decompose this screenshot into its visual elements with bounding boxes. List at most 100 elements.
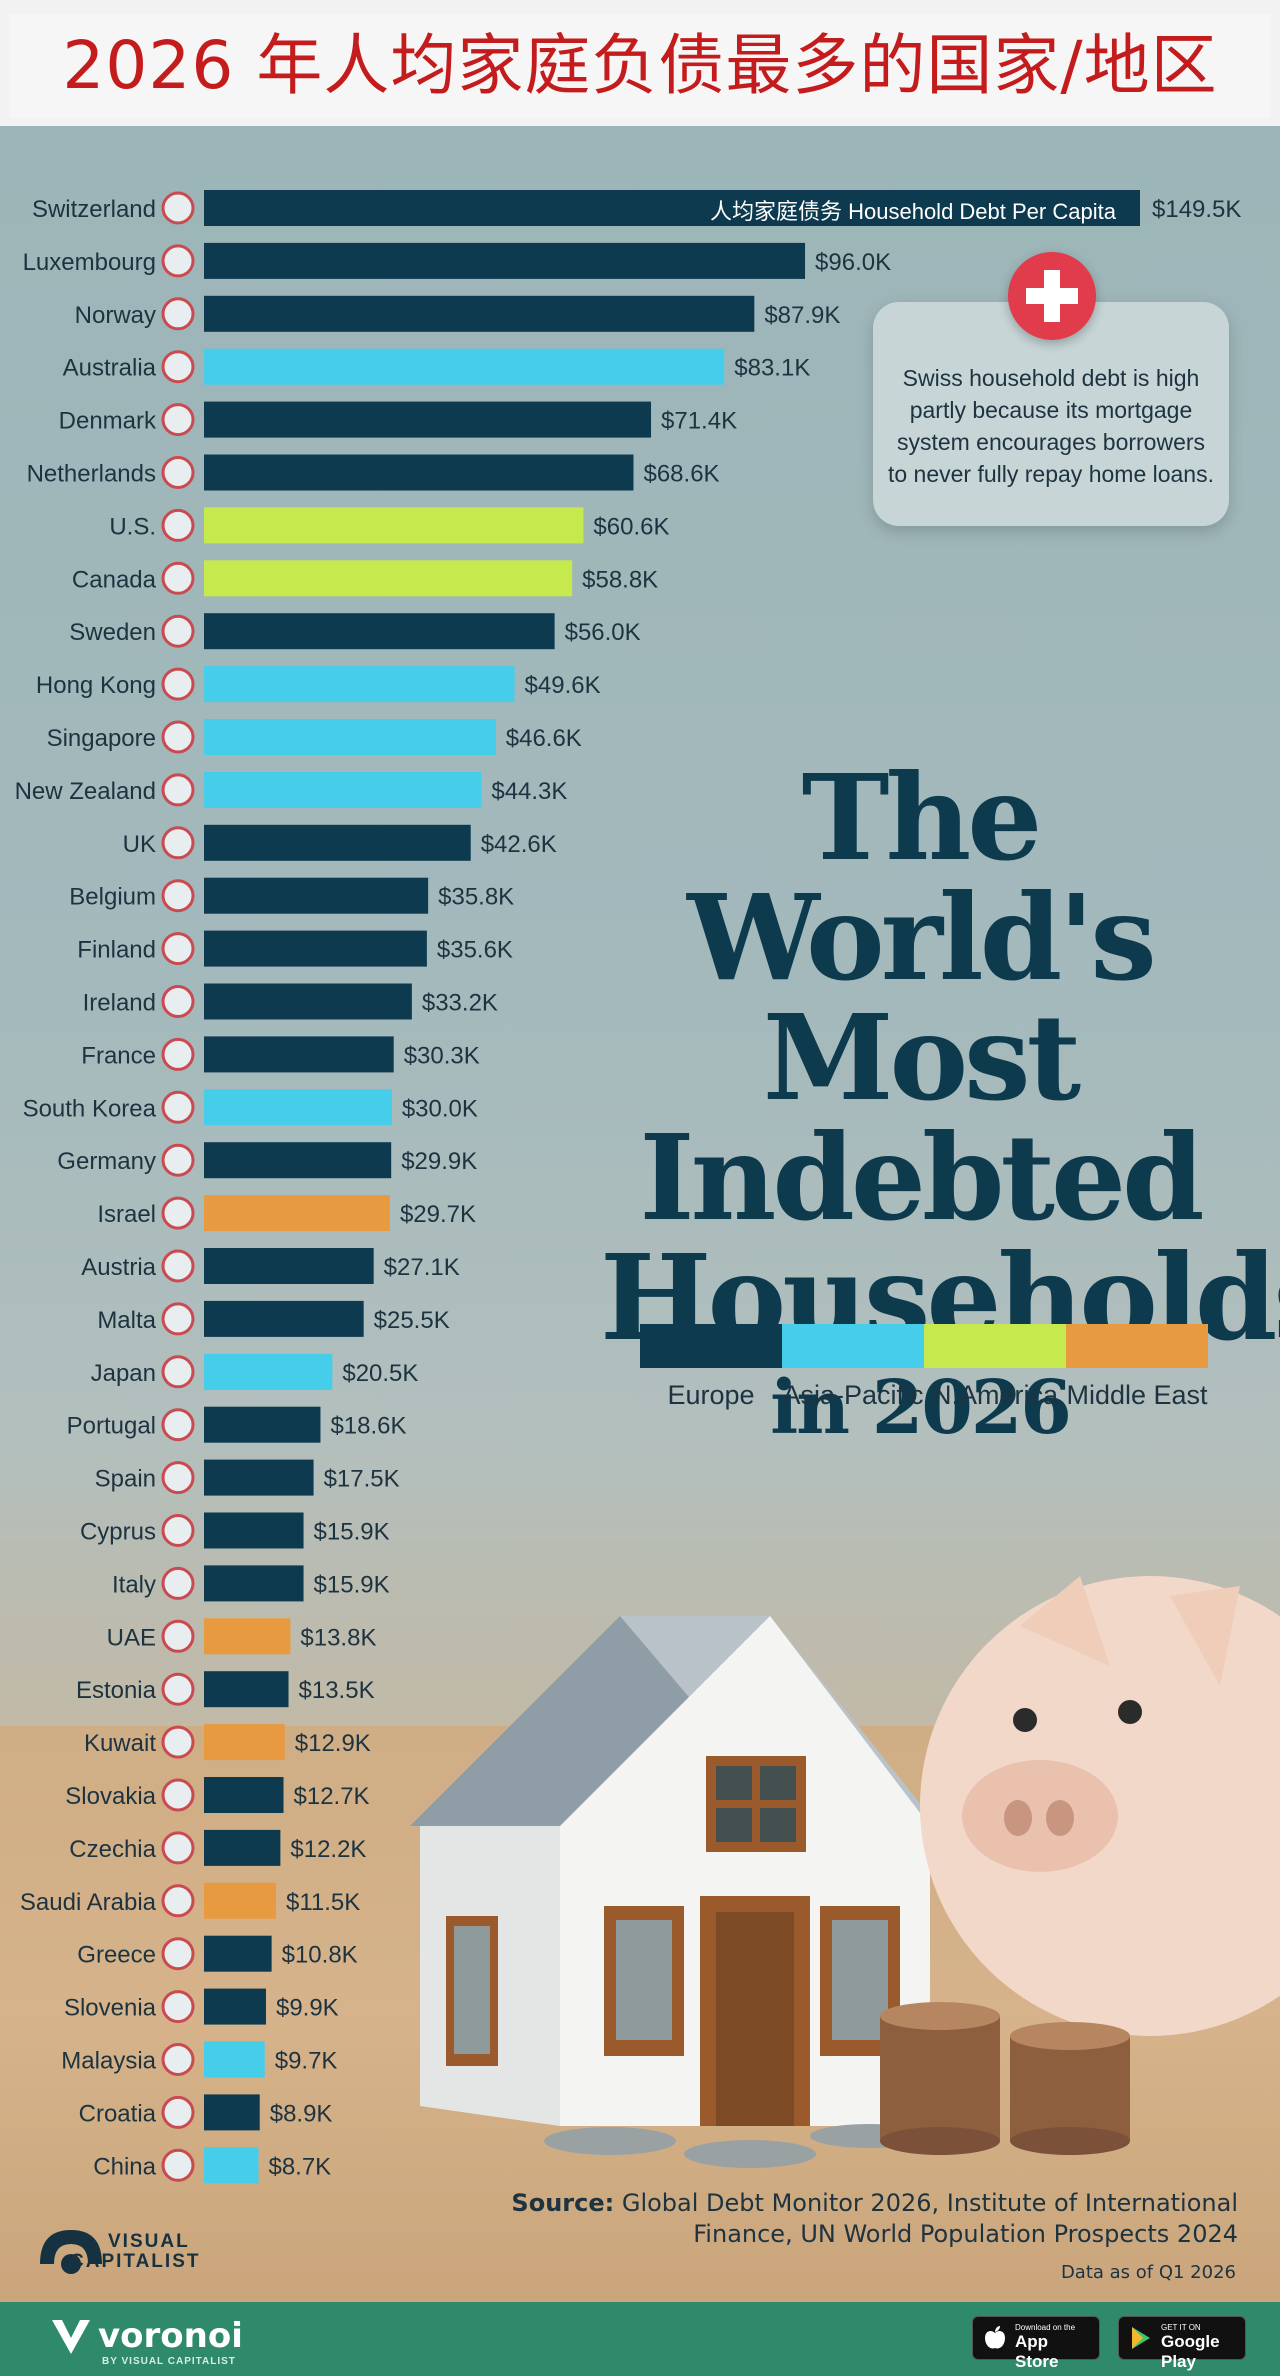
- value-label-slovakia: $12.7K: [294, 1783, 370, 1810]
- flag-icon-estonia: [161, 1672, 195, 1706]
- flag-icon-belgium: [161, 879, 195, 913]
- value-label-netherlands: $68.6K: [643, 461, 719, 488]
- flag-icon-hong-kong: [161, 667, 195, 701]
- country-label-uae: UAE: [107, 1624, 156, 1651]
- logo-line-2: CAPITALIST: [70, 2251, 201, 2272]
- bar-portugal: [204, 1406, 321, 1443]
- value-label-uae: $13.8K: [300, 1624, 376, 1651]
- google-play-icon: [1132, 2327, 1150, 2349]
- bar-italy: [204, 1565, 304, 1602]
- source-note: Source: Global Debt Monitor 2026, Instit…: [478, 2188, 1238, 2250]
- flag-icon-slovenia: [161, 1990, 195, 2024]
- value-label-switzerland: $149.5K: [1152, 196, 1241, 223]
- bar-germany: [204, 1142, 392, 1179]
- bar-israel: [204, 1195, 390, 1232]
- country-label-japan: Japan: [91, 1360, 156, 1387]
- country-label-australia: Australia: [63, 355, 157, 382]
- value-label-sweden: $56.0K: [565, 619, 641, 646]
- country-label-malta: Malta: [97, 1307, 156, 1334]
- voronoi-brand-sub: BY VISUAL CAPITALIST: [102, 2356, 236, 2367]
- flag-icon-new-zealand: [161, 773, 195, 807]
- value-label-estonia: $13.5K: [299, 1677, 375, 1704]
- value-label-ireland: $33.2K: [422, 990, 498, 1017]
- swiss-flag-icon: [1008, 252, 1096, 340]
- flag-icon-netherlands: [161, 456, 195, 489]
- bar-norway: [204, 295, 755, 332]
- bar-slovenia: [204, 1988, 266, 2025]
- value-label-uk: $42.6K: [481, 831, 557, 858]
- bar-singapore: [204, 719, 496, 755]
- bar-kuwait: [204, 1724, 285, 1761]
- country-label-new-zealand: New Zealand: [15, 778, 156, 805]
- flag-icon-norway: [161, 297, 195, 331]
- title-line-2: Most Indebted: [639, 988, 1204, 1247]
- country-label-norway: Norway: [75, 302, 156, 329]
- value-label-cyprus: $15.9K: [314, 1519, 390, 1546]
- title-line-1: The World's: [687, 748, 1157, 1007]
- source-text: Global Debt Monitor 2026, Institute of I…: [621, 2189, 1238, 2248]
- logo-line-1: VISUAL: [108, 2231, 190, 2252]
- voronoi-brand[interactable]: voronoi: [98, 2316, 243, 2356]
- flag-icon-slovakia: [161, 1778, 195, 1812]
- google-play-small-text: GET IT ON: [1161, 2323, 1201, 2332]
- country-label-saudi-arabia: Saudi Arabia: [20, 1889, 157, 1916]
- legend-swatch-asia-pacific: [782, 1324, 924, 1368]
- flag-icon-portugal: [161, 1408, 195, 1442]
- flag-icon-south-korea: [161, 1090, 195, 1124]
- flag-icon-sweden: [161, 614, 195, 648]
- value-label-luxembourg: $96.0K: [815, 249, 891, 276]
- value-label-czechia: $12.2K: [290, 1836, 366, 1863]
- flag-icon-canada: [161, 561, 195, 595]
- value-label-south-korea: $30.0K: [402, 1095, 478, 1122]
- value-label-singapore: $46.6K: [506, 725, 582, 752]
- flag-icon-denmark: [161, 403, 195, 437]
- value-label-finland: $35.6K: [437, 937, 513, 964]
- bar-netherlands: [204, 454, 634, 491]
- legend-swatch-middle-east: [1066, 1324, 1208, 1368]
- flag-icon-switzerland: [161, 191, 195, 225]
- app-store-button[interactable]: Download on the App Store: [972, 2316, 1100, 2371]
- value-label-canada: $58.8K: [582, 566, 658, 593]
- flag-icon-italy: [161, 1566, 195, 1600]
- bar-croatia: [204, 2094, 260, 2131]
- coin-stacks-illustration: [544, 2002, 1130, 2168]
- bar-finland: [204, 930, 427, 967]
- country-label-switzerland: Switzerland: [32, 196, 156, 223]
- flag-icon-uae: [161, 1619, 195, 1653]
- bar-estonia: [204, 1671, 289, 1708]
- flag-icon-u-s: [161, 508, 195, 542]
- bar-ireland: [204, 983, 412, 1020]
- flag-icon-malta: [161, 1302, 195, 1336]
- country-label-finland: Finland: [77, 937, 156, 964]
- bar-switzerland: [204, 190, 1140, 226]
- flag-icon-ireland: [161, 985, 195, 1018]
- page-title: 2026 年人均家庭负债最多的国家/地区: [10, 14, 1270, 118]
- google-play-button[interactable]: GET IT ON Google Play: [1118, 2316, 1246, 2371]
- bar-malta: [204, 1300, 364, 1337]
- value-label-belgium: $35.8K: [438, 884, 514, 911]
- country-label-austria: Austria: [81, 1254, 156, 1281]
- bar-hong-kong: [204, 666, 515, 703]
- legend-swatch-europe: [640, 1324, 782, 1368]
- legend-swatch-n-america: [924, 1324, 1066, 1368]
- bar-belgium: [204, 877, 429, 914]
- country-label-ireland: Ireland: [83, 990, 156, 1017]
- flag-icon-israel: [161, 1196, 195, 1230]
- source-label: Source:: [511, 2189, 615, 2217]
- country-label-spain: Spain: [95, 1466, 156, 1493]
- value-label-hong-kong: $49.6K: [525, 672, 601, 699]
- country-label-canada: Canada: [72, 566, 157, 593]
- legend-label-n-america: N.America: [931, 1380, 1059, 1410]
- flag-icon-australia: [161, 350, 195, 384]
- flag-icon-singapore: [161, 720, 195, 754]
- bar-greece: [204, 1935, 272, 1972]
- country-label-cyprus: Cyprus: [80, 1519, 156, 1546]
- bar-chart: Switzerland $149.5K Luxembourg $96.0K Norway…: [15, 190, 1241, 2184]
- legend-label-asia-pacific: Asia-Pacific: [782, 1380, 924, 1410]
- flag-icon-czechia: [161, 1831, 195, 1865]
- bar-china: [204, 2147, 259, 2184]
- flag-icon-france: [161, 1037, 195, 1071]
- value-label-slovenia: $9.9K: [276, 1995, 339, 2022]
- google-play-big-text: Google Play: [1161, 2332, 1220, 2371]
- bar-czechia: [204, 1829, 281, 1866]
